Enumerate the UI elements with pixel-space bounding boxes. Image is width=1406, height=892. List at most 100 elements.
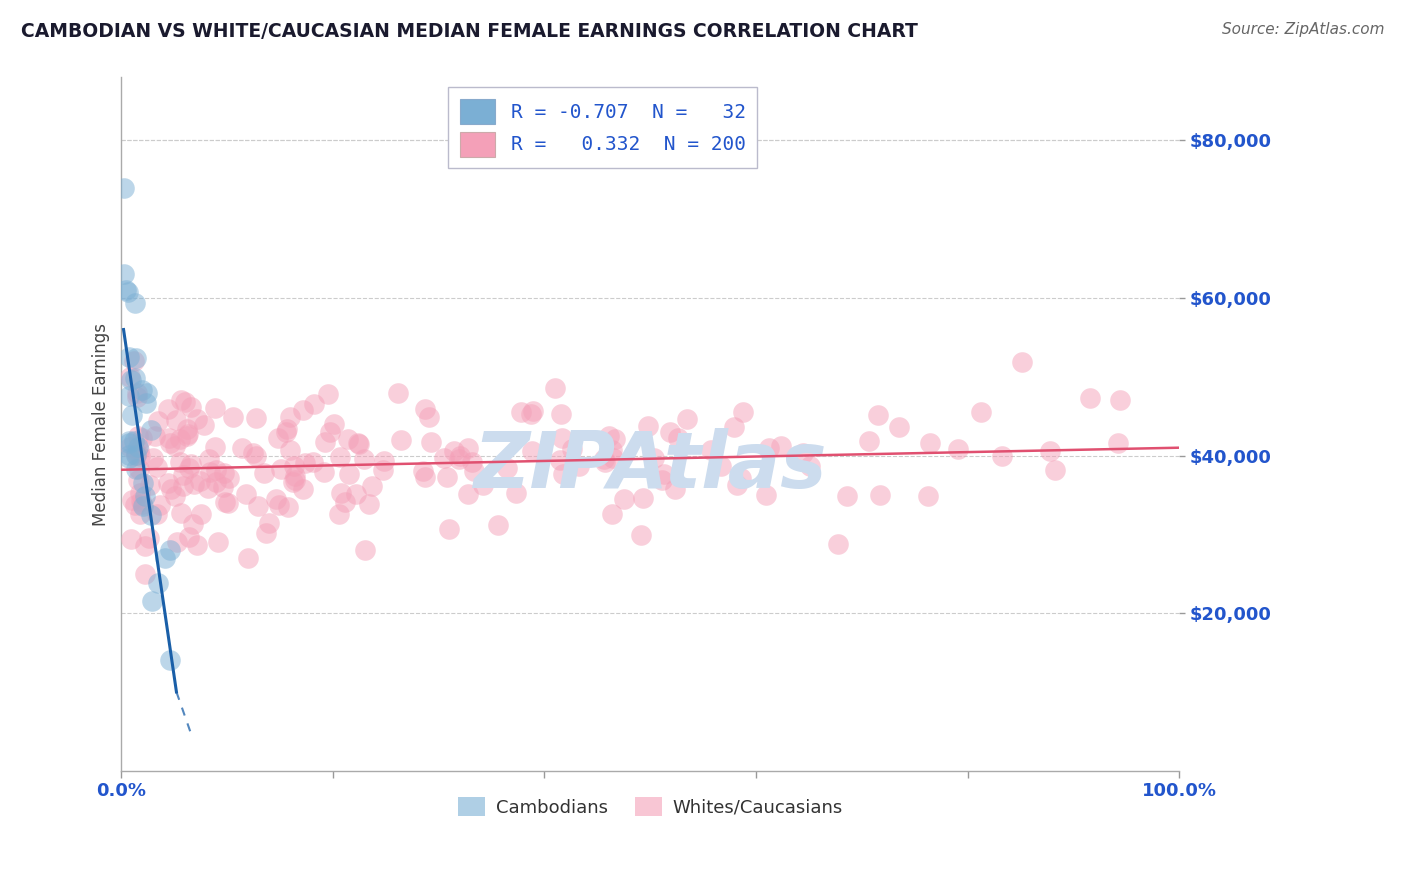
Point bbox=[146, 414, 169, 428]
Point bbox=[217, 495, 239, 509]
Point bbox=[301, 455, 323, 469]
Point bbox=[314, 465, 336, 479]
Point bbox=[138, 531, 160, 545]
Point bbox=[664, 482, 686, 496]
Point bbox=[146, 507, 169, 521]
Point bbox=[264, 492, 287, 507]
Point bbox=[120, 373, 142, 387]
Point bbox=[134, 566, 156, 581]
Point bbox=[125, 462, 148, 476]
Point bbox=[165, 489, 187, 503]
Point bbox=[278, 443, 301, 458]
Point bbox=[172, 479, 194, 493]
Point bbox=[128, 461, 150, 475]
Point bbox=[548, 453, 571, 467]
Point bbox=[146, 576, 169, 591]
Point bbox=[131, 431, 153, 445]
Point bbox=[869, 488, 891, 502]
Point bbox=[118, 435, 141, 450]
Point bbox=[314, 435, 336, 450]
Point bbox=[505, 486, 527, 500]
Point bbox=[242, 445, 264, 459]
Legend: Cambodians, Whites/Caucasians: Cambodians, Whites/Caucasians bbox=[450, 790, 851, 824]
Point bbox=[135, 395, 157, 409]
Point bbox=[166, 534, 188, 549]
Point bbox=[361, 478, 384, 492]
Point bbox=[550, 407, 572, 421]
Point bbox=[176, 422, 198, 436]
Point bbox=[486, 518, 509, 533]
Point bbox=[827, 536, 849, 550]
Point bbox=[157, 401, 180, 416]
Point bbox=[323, 417, 346, 431]
Point bbox=[602, 450, 624, 465]
Point bbox=[127, 473, 149, 487]
Point bbox=[699, 442, 721, 457]
Point bbox=[165, 439, 187, 453]
Point bbox=[129, 508, 152, 522]
Point bbox=[218, 471, 240, 485]
Point bbox=[214, 495, 236, 509]
Point bbox=[157, 475, 180, 490]
Point bbox=[613, 492, 636, 507]
Point bbox=[284, 468, 307, 483]
Point bbox=[1039, 443, 1062, 458]
Point bbox=[143, 429, 166, 443]
Point bbox=[283, 475, 305, 489]
Point bbox=[600, 442, 623, 457]
Point bbox=[188, 474, 211, 488]
Point bbox=[520, 444, 543, 458]
Point bbox=[205, 463, 228, 477]
Point bbox=[461, 454, 484, 468]
Point bbox=[725, 478, 748, 492]
Point bbox=[131, 383, 153, 397]
Point bbox=[412, 464, 434, 478]
Point bbox=[139, 508, 162, 522]
Point bbox=[257, 516, 280, 530]
Point bbox=[389, 433, 412, 447]
Point bbox=[245, 410, 267, 425]
Point bbox=[353, 452, 375, 467]
Point bbox=[157, 431, 180, 445]
Point bbox=[170, 393, 193, 408]
Point bbox=[329, 486, 352, 500]
Point bbox=[278, 410, 301, 425]
Point bbox=[197, 481, 219, 495]
Point bbox=[124, 296, 146, 310]
Point bbox=[134, 489, 156, 503]
Point bbox=[131, 494, 153, 508]
Point bbox=[602, 508, 624, 522]
Point bbox=[457, 487, 479, 501]
Point bbox=[121, 408, 143, 422]
Point bbox=[887, 420, 910, 434]
Point bbox=[436, 470, 458, 484]
Point bbox=[118, 369, 141, 384]
Point bbox=[149, 499, 172, 513]
Point bbox=[159, 435, 181, 450]
Point bbox=[598, 429, 620, 443]
Point bbox=[413, 401, 436, 416]
Point bbox=[333, 495, 356, 509]
Point bbox=[605, 432, 627, 446]
Point bbox=[337, 467, 360, 482]
Point bbox=[792, 446, 814, 460]
Point bbox=[134, 539, 156, 553]
Point bbox=[245, 449, 267, 463]
Point bbox=[172, 468, 194, 483]
Point bbox=[183, 477, 205, 491]
Y-axis label: Median Female Earnings: Median Female Earnings bbox=[93, 323, 110, 525]
Point bbox=[128, 443, 150, 458]
Point bbox=[125, 449, 148, 463]
Point bbox=[181, 516, 204, 531]
Point bbox=[190, 507, 212, 521]
Point bbox=[769, 439, 792, 453]
Point bbox=[186, 538, 208, 552]
Point bbox=[135, 386, 157, 401]
Point bbox=[858, 434, 880, 449]
Point bbox=[347, 437, 370, 451]
Point bbox=[204, 440, 226, 454]
Point bbox=[433, 450, 456, 465]
Point bbox=[131, 497, 153, 511]
Point bbox=[112, 180, 135, 194]
Point bbox=[1078, 391, 1101, 405]
